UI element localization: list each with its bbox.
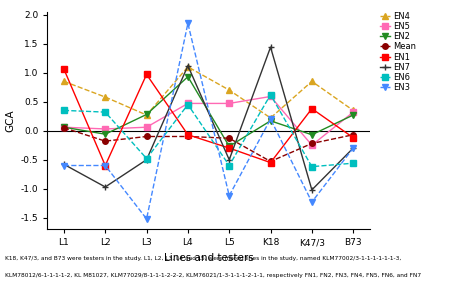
EN4 [350,108,356,112]
EN3 [309,200,315,204]
EN7 [102,185,108,189]
Line: EN7: EN7 [61,44,356,193]
EN6 [144,157,149,160]
EN1 [185,133,191,136]
Text: KLM78012/6-1-1-1-1-2, KL M81027, KLM77029/8-1-1-1-2-2-2, KLM76021/1-3-1-1-1-2-1-: KLM78012/6-1-1-1-1-2, KL M81027, KLM7702… [5,273,421,278]
EN4 [185,65,191,69]
EN7 [144,158,149,161]
EN1 [144,73,149,76]
EN7 [185,64,191,68]
EN6 [268,93,273,96]
EN3 [268,117,273,121]
EN1 [102,164,108,167]
EN5 [268,95,273,98]
EN6 [309,165,315,168]
EN6 [102,110,108,114]
EN2 [268,119,273,123]
EN3 [102,164,108,167]
Line: EN2: EN2 [61,74,356,149]
Legend: EN4, EN5, EN2, Mean, EN1, EN7, EN6, EN3: EN4, EN5, EN2, Mean, EN1, EN7, EN6, EN3 [380,11,416,92]
Mean [61,126,67,130]
Mean [268,160,273,163]
EN3 [144,217,149,220]
Line: EN4: EN4 [61,64,356,121]
EN6 [227,164,232,167]
Line: EN5: EN5 [61,94,356,148]
EN1 [350,136,356,139]
Line: EN3: EN3 [61,21,356,222]
EN7 [350,146,356,150]
Mean [185,135,191,138]
EN1 [227,146,232,150]
Line: Mean: Mean [61,125,356,164]
EN2 [227,145,232,148]
EN1 [61,67,67,71]
EN6 [350,161,356,165]
EN5 [185,102,191,105]
EN2 [350,113,356,117]
EN5 [350,110,356,114]
EN7 [61,163,67,166]
EN2 [185,75,191,78]
Mean [144,135,149,138]
EN2 [61,126,67,129]
EN2 [102,132,108,136]
EN3 [185,21,191,25]
EN7 [309,188,315,192]
EN4 [61,80,67,83]
EN4 [144,113,149,117]
EN6 [61,108,67,112]
Line: EN1: EN1 [61,66,356,168]
EN3 [61,164,67,167]
EN5 [61,126,67,129]
EN3 [350,146,356,150]
EN5 [144,126,149,129]
Text: K18, K47/3, and B73 were testers in the study. L1, L2, L3, L4 and L5, were inbre: K18, K47/3, and B73 were testers in the … [5,256,401,261]
Line: EN6: EN6 [61,92,356,169]
EN6 [185,103,191,106]
EN5 [227,102,232,105]
EN4 [102,95,108,99]
EN3 [227,194,232,198]
EN4 [227,88,232,92]
EN1 [309,107,315,111]
X-axis label: Lines and testers: Lines and testers [164,253,254,263]
EN2 [144,113,149,116]
EN1 [268,161,273,164]
EN7 [268,45,273,49]
Mean [309,142,315,145]
Y-axis label: GCA: GCA [5,109,15,132]
Mean [350,133,356,136]
EN5 [309,143,315,147]
EN4 [309,80,315,83]
EN7 [227,158,232,161]
EN2 [309,133,315,136]
EN4 [268,116,273,120]
Mean [102,139,108,143]
EN5 [102,127,108,131]
Mean [227,136,232,140]
